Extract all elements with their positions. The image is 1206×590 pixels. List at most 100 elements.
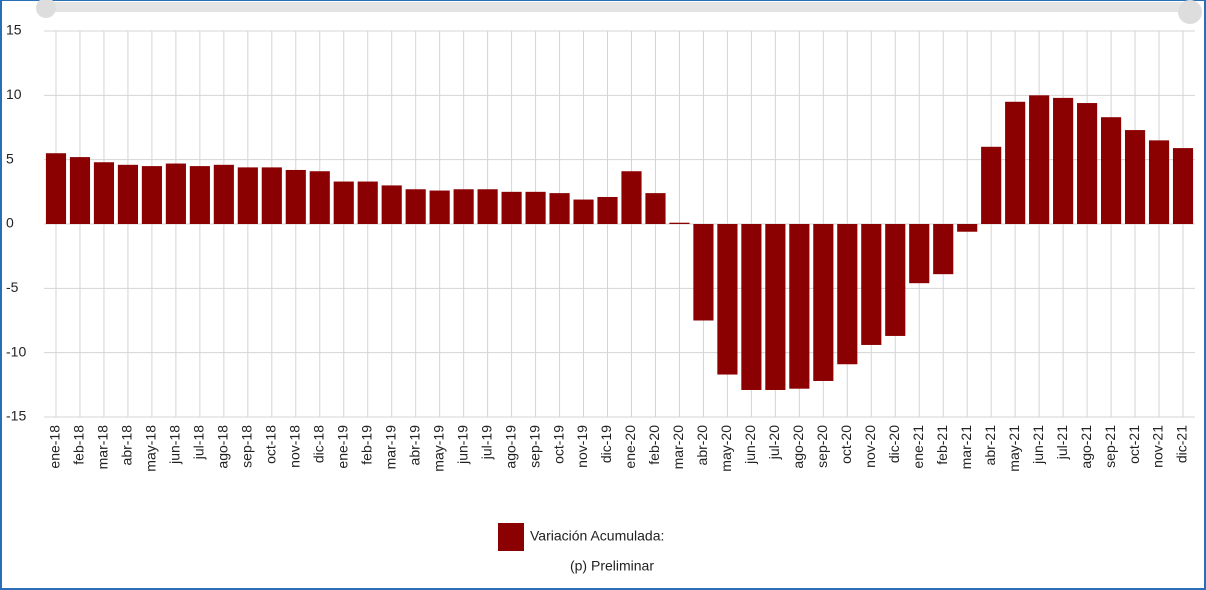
x-tick-label: mar-20 [670,425,686,470]
x-tick-label: ago-19 [502,425,518,469]
x-tick-label: ago-18 [215,425,231,469]
y-tick-label: 0 [6,215,14,231]
bar [693,224,714,321]
y-tick-label: 5 [6,150,14,166]
x-tick-label: feb-19 [358,425,374,465]
bar [813,224,834,381]
x-tick-label: oct-19 [550,425,566,464]
x-tick-label: jul-19 [478,425,494,460]
bar [1124,130,1146,224]
x-tick-label: sep-18 [239,425,255,468]
bar [357,181,378,224]
x-tick-label: ago-20 [790,425,806,469]
x-tick-label: nov-21 [1150,425,1166,468]
bar [741,224,762,390]
bar [933,224,954,275]
x-tick-label: feb-21 [934,425,950,465]
x-tick-label: dic-20 [886,425,902,463]
y-tick-label: -15 [6,408,26,424]
x-tick-label: oct-20 [838,425,854,464]
bar [597,196,618,224]
bar [261,167,282,224]
bar [1148,140,1170,224]
x-tick-label: jun-21 [1030,425,1046,465]
x-tick-label: ene-19 [334,425,350,469]
bar [1077,103,1098,224]
x-tick-label: oct-21 [1126,425,1142,464]
bar [309,171,330,224]
x-tick-label: nov-18 [286,425,302,468]
bar [909,224,930,284]
x-tick-label: ene-21 [910,425,926,469]
x-tick-label: dic-21 [1174,425,1190,463]
bar [573,199,594,224]
bar [285,169,306,224]
bar [213,164,234,224]
x-tick-label: feb-20 [646,425,662,465]
x-tick-label: may-18 [143,425,159,472]
x-tick-label: abr-18 [119,425,135,466]
x-tick-label: abr-19 [406,425,422,466]
x-tick-label: jul-18 [191,425,207,460]
bar [93,162,115,224]
x-tick-label: sep-21 [1102,425,1118,468]
bar [957,224,978,232]
bar [765,224,786,390]
scroll-handle[interactable] [1178,0,1202,24]
x-tick-label: oct-18 [263,425,279,464]
bar [45,153,67,224]
bar [501,191,522,224]
note: (p) Preliminar [570,558,654,574]
bar [621,171,642,224]
bar [645,193,666,224]
bar [189,166,210,224]
scroll-handle[interactable] [36,0,56,18]
x-tick-label: dic-18 [310,425,326,463]
x-tick-label: ago-21 [1078,425,1094,469]
bar [525,191,546,224]
x-tick-label: may-21 [1006,425,1022,472]
x-tick-label: feb-18 [71,425,87,465]
bar [549,193,570,224]
bar [69,157,91,224]
scrollbar[interactable] [40,2,1190,12]
x-tick-label: dic-19 [598,425,614,463]
x-tick-label: sep-20 [814,425,830,468]
bar [981,146,1002,224]
bar [1029,95,1050,224]
bar [477,189,498,224]
bar [837,224,858,365]
x-tick-label: sep-19 [526,425,542,468]
x-tick-label: nov-20 [862,425,878,468]
x-tick-label: abr-21 [982,425,998,466]
x-tick-label: jun-18 [167,425,183,465]
bar [1101,117,1122,224]
bar [885,224,906,336]
bar [1005,101,1026,224]
y-tick-label: -10 [6,343,26,359]
bar [165,163,186,224]
bar [381,185,402,224]
x-tick-label: jul-20 [766,425,782,460]
x-tick-label: ene-18 [47,425,63,469]
bar [405,189,426,224]
bar [789,224,810,389]
y-tick-label: -5 [6,279,19,295]
bar [669,222,690,224]
bar [717,224,738,375]
x-tick-label: may-19 [430,425,446,472]
legend-label: Variación Acumulada: [530,528,664,544]
bar [453,189,474,224]
bar [237,167,258,224]
x-tick-label: mar-18 [95,425,111,470]
x-tick-label: mar-19 [382,425,398,470]
x-tick-label: jun-19 [454,425,470,465]
bar [117,164,138,224]
x-tick-label: may-20 [718,425,734,472]
legend-swatch [498,523,524,551]
x-tick-label: mar-21 [958,425,974,470]
bar [429,190,450,224]
